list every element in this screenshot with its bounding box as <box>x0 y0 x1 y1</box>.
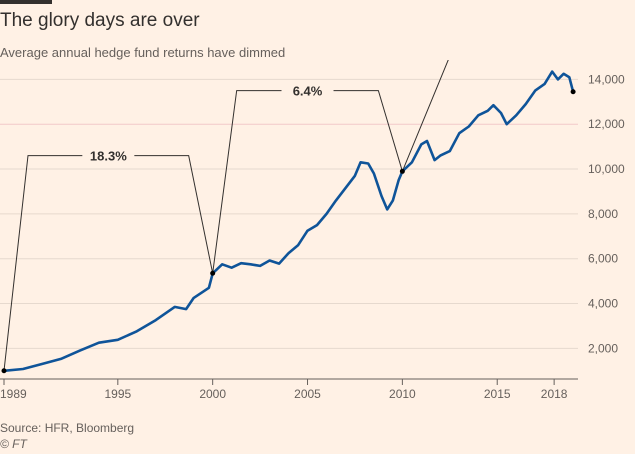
x-tick-label: 2015 <box>484 387 511 401</box>
data-point-marker <box>210 270 216 276</box>
annotation-bracket <box>212 90 403 274</box>
y-tick-label: 8,000 <box>588 207 618 221</box>
annotation-bracket <box>401 60 449 172</box>
line-chart: 2,000 4,000 6,000 8,000 10,000 12,000 14,000 19… <box>0 60 625 401</box>
data-point-marker <box>399 168 405 174</box>
x-tick-label: 2010 <box>389 387 416 401</box>
y-tick-label: 10,000 <box>588 162 625 176</box>
y-tick-label: 2,000 <box>588 341 618 355</box>
source-note: Source: HFR, Bloomberg <box>0 421 135 435</box>
y-tick-label: 12,000 <box>588 117 625 131</box>
x-tick-label: 1995 <box>104 387 131 401</box>
chart-title: The glory days are over <box>0 10 200 31</box>
series-line <box>2 70 575 373</box>
annotation-bracket <box>3 155 214 371</box>
y-tick-label: 4,000 <box>588 297 618 311</box>
data-point-marker <box>1 368 7 374</box>
y-tick-label: 14,000 <box>588 72 625 86</box>
annotation-label: 6.4% <box>293 84 323 99</box>
annotation-label: 18.3% <box>90 149 127 164</box>
x-tick-label: 2018 <box>541 387 568 401</box>
chart-subtitle: Average annual hedge fund returns have d… <box>0 45 286 60</box>
copyright-credit: © FT <box>0 437 27 451</box>
x-tick-label: 2005 <box>294 387 321 401</box>
data-point-marker <box>570 89 576 95</box>
x-tick-label: 1989 <box>0 387 27 401</box>
header-rule <box>0 0 52 4</box>
y-tick-label: 6,000 <box>588 252 618 266</box>
annotation-label: 3.4% <box>468 60 498 63</box>
x-tick-label: 2000 <box>199 387 226 401</box>
